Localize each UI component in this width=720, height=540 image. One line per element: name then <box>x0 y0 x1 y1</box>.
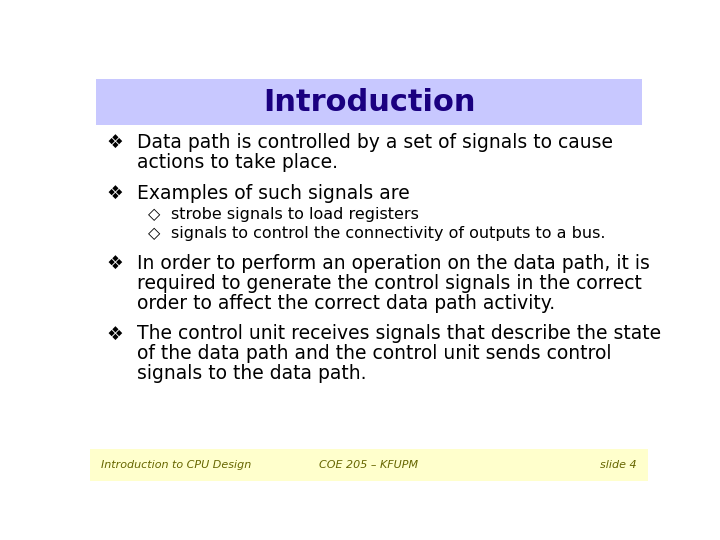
Text: ❖: ❖ <box>107 325 124 343</box>
Text: ◇: ◇ <box>148 207 161 222</box>
Text: of the data path and the control unit sends control: of the data path and the control unit se… <box>138 345 612 363</box>
Text: ❖: ❖ <box>107 254 124 273</box>
Text: Introduction: Introduction <box>263 87 475 117</box>
Text: signals to control the connectivity of outputs to a bus.: signals to control the connectivity of o… <box>171 226 606 241</box>
Text: COE 205 – KFUPM: COE 205 – KFUPM <box>320 460 418 470</box>
Text: In order to perform an operation on the data path, it is: In order to perform an operation on the … <box>138 254 650 273</box>
Text: order to affect the correct data path activity.: order to affect the correct data path ac… <box>138 294 556 313</box>
Text: strobe signals to load registers: strobe signals to load registers <box>171 207 419 222</box>
FancyBboxPatch shape <box>96 79 642 125</box>
Text: ❖: ❖ <box>107 184 124 202</box>
Text: slide 4: slide 4 <box>600 460 637 470</box>
Text: actions to take place.: actions to take place. <box>138 153 338 172</box>
Text: Data path is controlled by a set of signals to cause: Data path is controlled by a set of sign… <box>138 133 613 152</box>
Text: ❖: ❖ <box>107 133 124 152</box>
Text: signals to the data path.: signals to the data path. <box>138 364 367 383</box>
Text: Examples of such signals are: Examples of such signals are <box>138 184 410 202</box>
FancyBboxPatch shape <box>90 449 648 481</box>
Text: The control unit receives signals that describe the state: The control unit receives signals that d… <box>138 325 662 343</box>
Text: required to generate the control signals in the correct: required to generate the control signals… <box>138 274 642 293</box>
Text: Introduction to CPU Design: Introduction to CPU Design <box>101 460 251 470</box>
Text: ◇: ◇ <box>148 226 161 241</box>
